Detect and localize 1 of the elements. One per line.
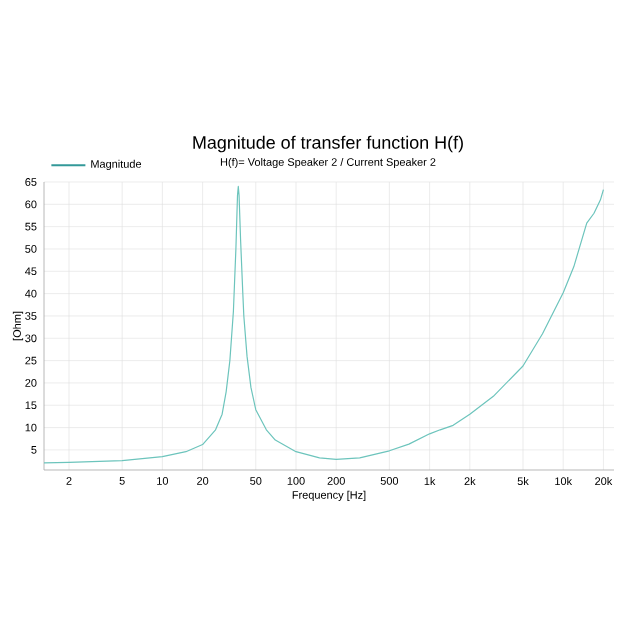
chart-title: Magnitude of transfer function H(f) — [193, 135, 463, 153]
